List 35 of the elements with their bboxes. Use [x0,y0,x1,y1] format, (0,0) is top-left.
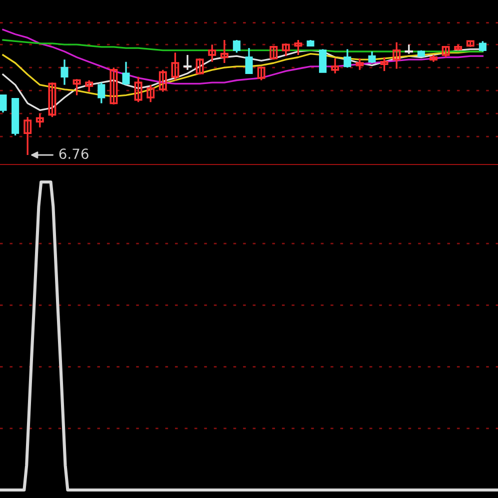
candlestick [344,48,352,68]
candlestick [146,84,155,103]
candlestick [48,82,56,118]
annotation: 6.76 [59,148,88,160]
candlestick [319,48,327,74]
candlestick [232,39,240,54]
candlestick [478,40,486,52]
candlestick [257,66,266,82]
candlestick [368,50,376,64]
candlestick [72,78,81,96]
candlestick [392,41,401,70]
candlestick [380,56,388,72]
candlestick [110,66,118,106]
candlestick [282,42,290,57]
candlestick [294,39,302,56]
candlestick [208,44,216,63]
candlestick [171,52,180,82]
candlestick [134,76,142,103]
candlestick [196,58,204,76]
candlestick [331,58,340,74]
candlestick [183,54,192,71]
candlestick [60,58,68,86]
candlestick [158,69,167,93]
candlestick [356,58,364,71]
candlestick [0,94,7,114]
candlestick [442,46,450,58]
candlestick [122,61,130,86]
candlestick [98,82,106,104]
candlestick [270,44,278,60]
candlestick [404,44,414,55]
candlestick [36,112,44,128]
candlestick [85,79,94,93]
candlestick [245,47,253,74]
candlestick [24,116,32,156]
candlestick [220,39,228,64]
